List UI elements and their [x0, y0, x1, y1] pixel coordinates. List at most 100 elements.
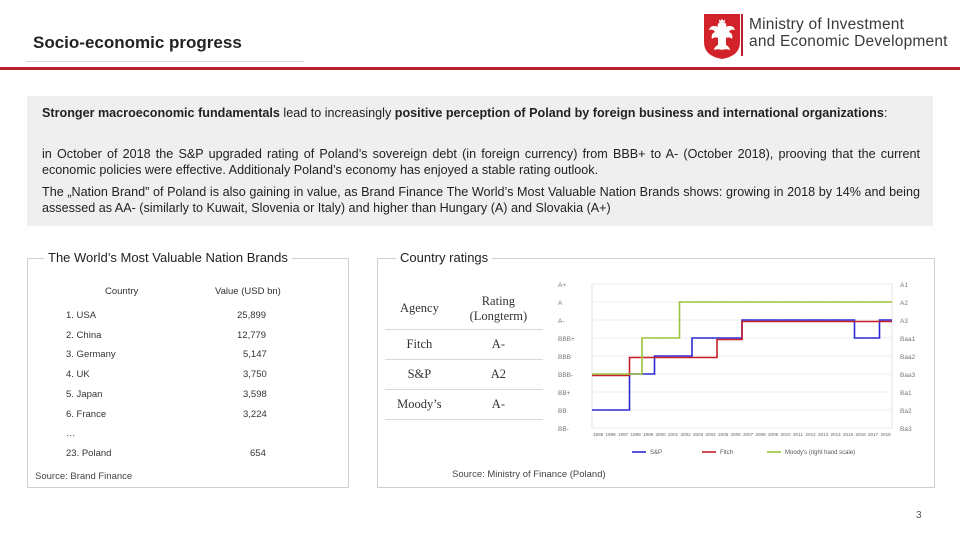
- ministry-name: Ministry of Investment and Economic Deve…: [749, 16, 948, 50]
- series-point: [722, 338, 724, 341]
- series-point: [610, 373, 612, 375]
- series-point: [610, 409, 612, 411]
- series-point: [760, 301, 762, 303]
- y-left-tick-label: BBB+: [558, 336, 575, 343]
- brand-value: 3,598: [243, 389, 267, 400]
- series-point: [685, 356, 687, 359]
- x-tick-label: 2004: [706, 432, 717, 437]
- ratings-header-rating: Rating (Longterm): [453, 289, 543, 330]
- x-tick-label: 2002: [681, 432, 692, 437]
- series-point: [747, 320, 749, 323]
- series-point: [797, 319, 799, 321]
- x-tick-label: 2007: [743, 432, 754, 437]
- ministry-logo: [700, 10, 948, 62]
- brand-country: 4. UK: [66, 369, 90, 380]
- series-point: [810, 320, 812, 323]
- series-point: [735, 301, 737, 303]
- brand-country: 6. France: [66, 409, 107, 420]
- x-tick-label: 2009: [768, 432, 779, 437]
- series-point: [785, 301, 787, 303]
- x-tick-label: 2015: [843, 432, 854, 437]
- intro-bold-2: positive perception of Poland by foreign…: [394, 106, 884, 120]
- x-tick-label: 2018: [881, 432, 892, 437]
- brand-country: 2. China: [66, 330, 102, 341]
- title-underline: [26, 61, 304, 62]
- series-point: [710, 301, 712, 303]
- x-tick-label: 2008: [756, 432, 767, 437]
- series-point: [710, 337, 712, 339]
- series-point: [772, 301, 774, 303]
- series-point: [860, 337, 862, 339]
- series-point: [622, 374, 624, 377]
- series-point: [647, 337, 649, 339]
- series-point: [810, 319, 812, 321]
- x-tick-label: 2013: [818, 432, 829, 437]
- x-tick-label: 2010: [781, 432, 792, 437]
- series-point: [822, 319, 824, 321]
- rating-value: A-: [453, 389, 543, 420]
- brand-country: 1. USA: [66, 310, 97, 321]
- legend-label: Moody's (right hand scale): [785, 450, 855, 456]
- series-point: [797, 301, 799, 303]
- y-right-tick-label: Baa1: [900, 336, 916, 343]
- ratings-header-rating-line2: (Longterm): [469, 308, 528, 323]
- rating-value: A2: [453, 359, 543, 390]
- x-tick-label: 1995: [593, 432, 604, 437]
- series-point: [697, 337, 699, 339]
- ministry-name-line1: Ministry of Investment: [749, 16, 905, 33]
- series-point: [672, 355, 674, 357]
- brand-value: 25,899: [237, 310, 267, 321]
- x-tick-label: 2005: [718, 432, 729, 437]
- y-right-tick-label: Ba2: [900, 408, 912, 415]
- series-point: [610, 374, 612, 377]
- series-point: [872, 301, 874, 303]
- series-point: [672, 337, 674, 339]
- series-point: [847, 301, 849, 303]
- brand-value: 5,147: [243, 349, 267, 360]
- x-tick-label: 2006: [731, 432, 742, 437]
- y-right-tick-label: Baa2: [900, 354, 916, 361]
- series-point: [710, 356, 712, 359]
- series-point: [785, 320, 787, 323]
- header-accent-bar: [0, 67, 960, 70]
- series-point: [760, 319, 762, 321]
- series-point: [622, 373, 624, 375]
- x-tick-label: 1999: [643, 432, 654, 437]
- series-point: [885, 301, 887, 303]
- series-point: [635, 373, 637, 375]
- series-point: [822, 301, 824, 303]
- brand-country: 3. Germany: [66, 349, 116, 360]
- y-left-tick-label: A+: [558, 282, 566, 289]
- series-point: [772, 320, 774, 323]
- series-point: [885, 320, 887, 323]
- brand-country-ellipsis: …: [66, 428, 76, 439]
- series-point: [797, 320, 799, 323]
- x-tick-label: 2003: [693, 432, 704, 437]
- brand-value: 12,779: [237, 330, 267, 341]
- y-left-tick-label: A: [558, 300, 563, 307]
- y-right-tick-label: A3: [900, 318, 908, 325]
- rating-agency: Fitch: [385, 329, 454, 360]
- series-point: [597, 409, 599, 411]
- series-point: [685, 301, 687, 303]
- y-right-tick-label: Ba3: [900, 426, 912, 433]
- series-point: [647, 356, 649, 359]
- x-tick-label: 2012: [806, 432, 817, 437]
- brand-country: 5. Japan: [66, 389, 103, 400]
- brands-header-country: Country: [105, 286, 139, 297]
- series-line: [592, 301, 892, 375]
- brand-country-poland: 23. Poland: [66, 448, 112, 459]
- series-point: [772, 319, 774, 321]
- ratings-source: Source: Ministry of Finance (Poland): [452, 469, 606, 480]
- series-point: [722, 301, 724, 303]
- series-point: [697, 301, 699, 303]
- country-ratings-title: Country ratings: [396, 250, 493, 265]
- intro-text-1: lead to increasingly: [279, 106, 395, 120]
- series-point: [660, 355, 662, 357]
- y-right-tick-label: Ba1: [900, 390, 912, 397]
- series-point: [872, 337, 874, 339]
- rating-agency: Moody’s: [385, 389, 454, 420]
- ratings-header-rating-line1: Rating: [481, 293, 516, 308]
- series-point: [722, 337, 724, 339]
- country-ratings-panel: [377, 258, 935, 488]
